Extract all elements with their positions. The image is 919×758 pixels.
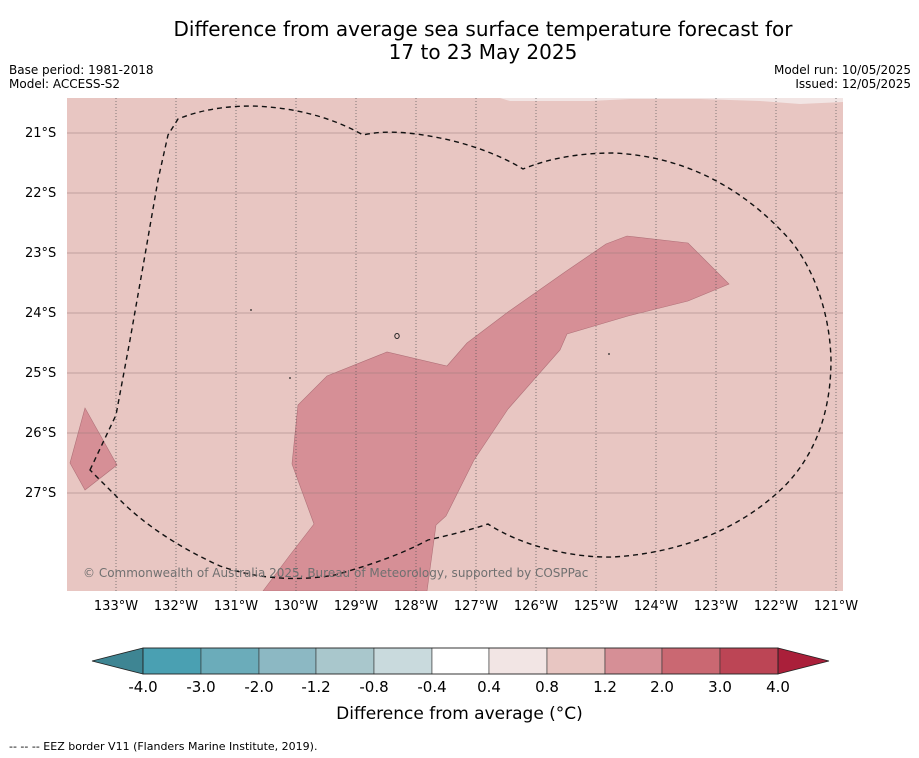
- colorbar-segment: [200, 647, 260, 675]
- map-background: [67, 98, 843, 591]
- lat-label: 25°S: [25, 366, 57, 381]
- colorbar-tick-label: 3.0: [708, 678, 732, 696]
- longitude-gridlines: [115, 98, 837, 591]
- meta-right: Model run: 10/05/2025 Issued: 12/05/2025: [774, 63, 911, 91]
- colorbar-tick-label: -3.0: [186, 678, 216, 696]
- lon-label: 125°W: [573, 599, 619, 614]
- lon-label: 129°W: [333, 599, 379, 614]
- lon-label: 133°W: [93, 599, 139, 614]
- colorbar-segment: [258, 647, 317, 675]
- lon-label: 121°W: [813, 599, 859, 614]
- lon-label: 126°W: [513, 599, 559, 614]
- lat-label: 24°S: [25, 306, 57, 321]
- colorbar-tick-label: 0.8: [535, 678, 559, 696]
- colorbar-segment: [661, 647, 721, 675]
- colorbar-tick-label: -2.0: [244, 678, 274, 696]
- copyright-text: © Commonwealth of Australia 2025, Bureau…: [83, 566, 588, 580]
- colorbar-segments: [142, 647, 779, 675]
- colorbar-segment: [142, 647, 202, 675]
- eez-footnote: -- -- -- EEZ border V11 (Flanders Marine…: [9, 740, 318, 753]
- title-line-2: 17 to 23 May 2025: [388, 40, 578, 64]
- lon-label: 132°W: [153, 599, 199, 614]
- colorbar-tick-label: 4.0: [766, 678, 790, 696]
- issued-date: Issued: 12/05/2025: [795, 77, 911, 91]
- lon-label: 128°W: [393, 599, 439, 614]
- island-marker: [394, 333, 400, 339]
- island-marker: [608, 353, 610, 355]
- map-panel: © Commonwealth of Australia 2025, Bureau…: [67, 98, 843, 591]
- colorbar-tick-label: -4.0: [128, 678, 158, 696]
- colorbar-tick-label: 0.4: [477, 678, 501, 696]
- latitude-gridlines: [67, 132, 843, 494]
- lat-label: 21°S: [25, 126, 57, 141]
- eez-border: [89, 105, 832, 580]
- lat-label: 23°S: [25, 246, 57, 261]
- colorbar-segment: [315, 647, 375, 675]
- colorbar-segment: [604, 647, 663, 675]
- island-marker: [250, 309, 252, 311]
- lon-label: 124°W: [633, 599, 679, 614]
- lon-label: 127°W: [453, 599, 499, 614]
- colorbar-tick-label: -0.8: [359, 678, 389, 696]
- colorbar-frame: [142, 647, 779, 675]
- lat-label: 26°S: [25, 426, 57, 441]
- near-normal-region: [500, 98, 843, 104]
- island-marker: [289, 377, 291, 379]
- colorbar-tick-label: 1.2: [593, 678, 617, 696]
- lon-label: 123°W: [693, 599, 739, 614]
- meta-left: Base period: 1981-2018 Model: ACCESS-S2: [9, 63, 154, 91]
- warm-anomaly-region: [262, 235, 730, 591]
- title-line-1: Difference from average sea surface temp…: [173, 17, 793, 41]
- colorbar-tick-label: -0.4: [417, 678, 447, 696]
- colorbar-tick-label: 2.0: [650, 678, 674, 696]
- model-name: Model: ACCESS-S2: [9, 77, 121, 91]
- model-run: Model run: 10/05/2025: [773, 63, 911, 77]
- colorbar-segment: [431, 647, 490, 675]
- lon-label: 122°W: [753, 599, 799, 614]
- colorbar-over-arrow: [777, 647, 830, 675]
- colorbar-under-arrow: [91, 647, 144, 675]
- lat-label: 22°S: [25, 186, 57, 201]
- colorbar: [91, 647, 830, 675]
- colorbar-segment: [719, 647, 779, 675]
- colorbar-tick-label: -1.2: [301, 678, 331, 696]
- warm-anomaly-region-west: [69, 407, 118, 491]
- lon-label: 130°W: [273, 599, 319, 614]
- lat-label: 27°S: [25, 486, 57, 501]
- lon-label: 131°W: [213, 599, 259, 614]
- base-period: Base period: 1981-2018: [9, 63, 154, 77]
- colorbar-segment: [373, 647, 433, 675]
- map-title: Difference from average sea surface temp…: [0, 18, 919, 64]
- colorbar-segment: [546, 647, 606, 675]
- colorbar-segment: [488, 647, 548, 675]
- colorbar-title: Difference from average (°C): [336, 704, 583, 724]
